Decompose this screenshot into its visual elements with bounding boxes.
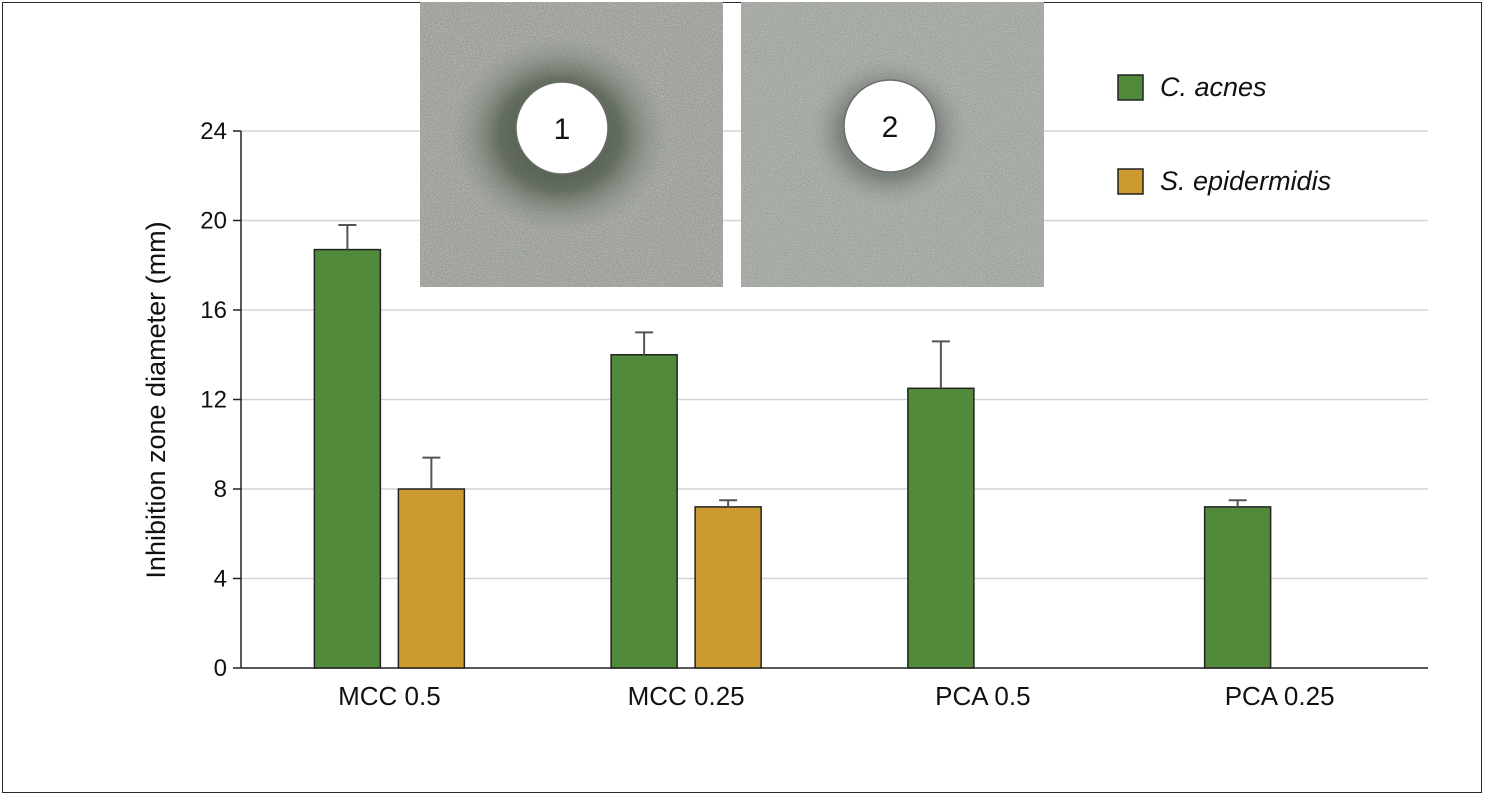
bar	[313, 248, 382, 669]
y-axis-label: Inhibition zone diameter (mm)	[141, 221, 171, 578]
bar	[1203, 506, 1272, 669]
inset-photo-1: 1	[420, 2, 723, 287]
x-category-label: PCA 0.5	[935, 681, 1030, 711]
legend-item-s-epidermidis: S. epidermidis	[1117, 166, 1331, 196]
y-tick-label: 0	[214, 655, 227, 682]
x-category-labels: MCC 0.5 MCC 0.25 PCA 0.5 PCA 0.25	[338, 681, 1334, 711]
inset-label-1: 1	[554, 113, 571, 146]
legend-item-c-acnes: C. acnes	[1117, 72, 1267, 102]
y-tick-label: 12	[200, 387, 227, 414]
x-category-label: MCC 0.25	[628, 681, 745, 711]
bar	[610, 354, 678, 669]
y-tick-labels: 0 4 8 12 16 20 24	[200, 118, 227, 682]
x-category-label: MCC 0.5	[338, 681, 441, 711]
y-tick-label: 16	[200, 297, 227, 324]
y-tick-label: 24	[200, 118, 227, 145]
x-category-label: PCA 0.25	[1225, 681, 1335, 711]
legend: C. acnes S. epidermidis	[1117, 72, 1331, 196]
y-tick-label: 8	[214, 476, 227, 503]
y-tick-label: 4	[214, 566, 227, 593]
error-bars	[338, 223, 1247, 507]
bar	[694, 506, 762, 669]
inset-label-2: 2	[882, 111, 899, 144]
legend-label-s-epidermidis: S. epidermidis	[1160, 166, 1331, 196]
bars	[313, 248, 1272, 669]
inset-photo-2: 2	[741, 2, 1044, 287]
legend-label-c-acnes: C. acnes	[1160, 72, 1267, 102]
bar	[907, 387, 975, 669]
y-tick-label: 20	[200, 208, 227, 235]
bar	[397, 488, 466, 669]
